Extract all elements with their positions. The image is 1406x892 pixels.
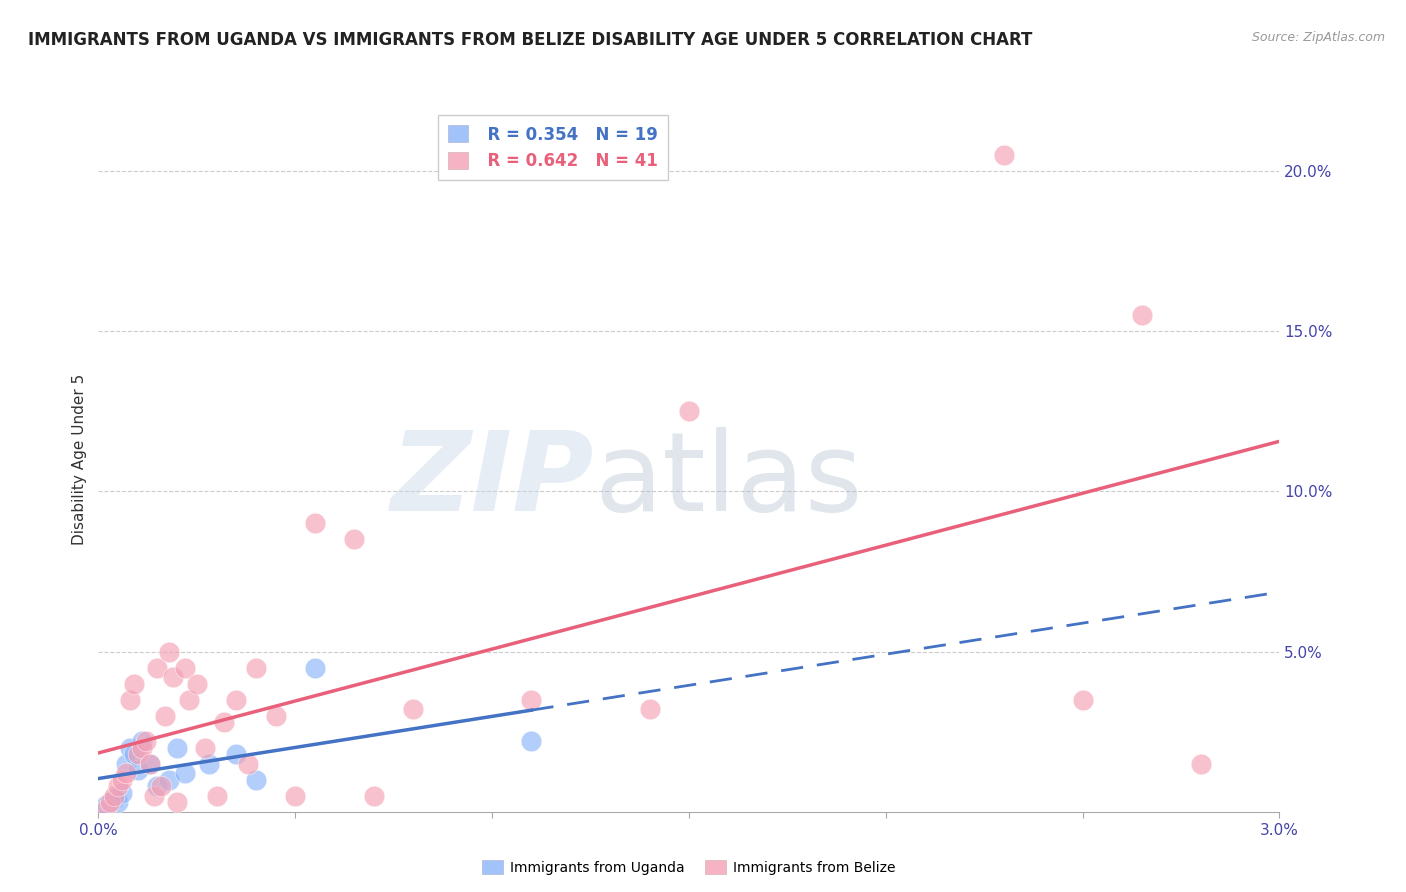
Point	[678, 404, 700, 418]
Point	[166, 795, 188, 809]
Point	[194, 740, 217, 755]
Point	[402, 702, 425, 716]
Point	[993, 148, 1015, 162]
Point	[225, 692, 247, 706]
Point	[96, 798, 118, 813]
Point	[177, 692, 200, 706]
Point	[1189, 756, 1212, 771]
Point	[245, 772, 267, 787]
Point	[96, 801, 118, 815]
Point	[363, 789, 385, 803]
Point	[520, 734, 543, 748]
Point	[122, 747, 145, 761]
Point	[174, 660, 197, 674]
Point	[162, 670, 184, 684]
Point	[131, 740, 153, 755]
Point	[115, 756, 138, 771]
Point	[98, 795, 121, 809]
Text: atlas: atlas	[595, 427, 863, 534]
Point	[205, 789, 228, 803]
Legend:   R = 0.354   N = 19,   R = 0.642   N = 41: R = 0.354 N = 19, R = 0.642 N = 41	[439, 115, 668, 180]
Point	[520, 692, 543, 706]
Point	[225, 747, 247, 761]
Point	[138, 756, 160, 771]
Point	[131, 734, 153, 748]
Point	[122, 676, 145, 690]
Point	[166, 740, 188, 755]
Text: Source: ZipAtlas.com: Source: ZipAtlas.com	[1251, 31, 1385, 45]
Point	[304, 516, 326, 531]
Point	[236, 756, 259, 771]
Text: ZIP: ZIP	[391, 427, 595, 534]
Point	[343, 533, 366, 547]
Point	[1130, 308, 1153, 322]
Point	[197, 756, 219, 771]
Point	[127, 763, 149, 777]
Point	[1071, 692, 1094, 706]
Point	[146, 660, 169, 674]
Point	[245, 660, 267, 674]
Text: IMMIGRANTS FROM UGANDA VS IMMIGRANTS FROM BELIZE DISABILITY AGE UNDER 5 CORRELAT: IMMIGRANTS FROM UGANDA VS IMMIGRANTS FRO…	[28, 31, 1032, 49]
Point	[138, 756, 160, 771]
Point	[142, 789, 165, 803]
Point	[103, 792, 125, 806]
Point	[155, 708, 177, 723]
Point	[186, 676, 208, 690]
Point	[157, 772, 180, 787]
Point	[107, 779, 129, 793]
Y-axis label: Disability Age Under 5: Disability Age Under 5	[72, 374, 87, 545]
Point	[111, 772, 134, 787]
Point	[135, 734, 157, 748]
Point	[107, 795, 129, 809]
Point	[264, 708, 287, 723]
Point	[174, 766, 197, 780]
Point	[103, 789, 125, 803]
Point	[127, 747, 149, 761]
Point	[214, 714, 236, 729]
Point	[638, 702, 661, 716]
Point	[157, 644, 180, 658]
Legend: Immigrants from Uganda, Immigrants from Belize: Immigrants from Uganda, Immigrants from …	[477, 855, 901, 880]
Point	[304, 660, 326, 674]
Point	[115, 766, 138, 780]
Point	[146, 779, 169, 793]
Point	[111, 785, 134, 799]
Point	[150, 779, 173, 793]
Point	[284, 789, 307, 803]
Point	[118, 692, 141, 706]
Point	[118, 740, 141, 755]
